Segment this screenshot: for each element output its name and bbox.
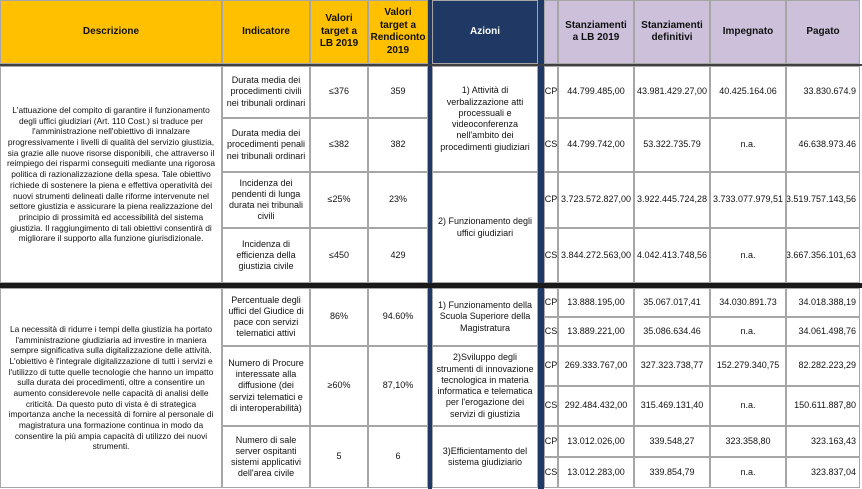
- amount: 3.723.572.827,00: [558, 172, 634, 228]
- indicator: Durata media dei procedimenti civili nei…: [222, 66, 310, 118]
- budget-type: CP: [544, 172, 558, 228]
- action: 2)Sviluppo degli strumenti di innovazion…: [432, 346, 538, 426]
- amount: 150.611.887,80: [786, 386, 860, 426]
- separator: [0, 64, 862, 66]
- target-rendiconto: 94.60%: [368, 288, 428, 346]
- separator: [428, 0, 432, 489]
- amount: 44.799.742,00: [558, 118, 634, 172]
- target-lb: ≥60%: [310, 346, 368, 426]
- amount: 323.358,80: [710, 426, 786, 457]
- target-rendiconto: 23%: [368, 172, 428, 228]
- action: 3)Efficientamento del sistema giudiziari…: [432, 426, 538, 488]
- amount: n.a.: [710, 118, 786, 172]
- amount: 3.733.077.979,51: [710, 172, 786, 228]
- indicator: Numero di Procure interessate alla diffu…: [222, 346, 310, 426]
- amount: 3.844.272.563,00: [558, 228, 634, 283]
- budget-type: CP: [544, 288, 558, 317]
- amount: 269.333.767,00: [558, 346, 634, 386]
- header-cell: Stanziamenti a LB 2019: [558, 0, 634, 64]
- action: 2) Funzionamento degli uffici giudiziari: [432, 172, 538, 283]
- amount: 3.922.445.724,28: [634, 172, 710, 228]
- amount: 292.484.432,00: [558, 386, 634, 426]
- target-lb: ≤382: [310, 118, 368, 172]
- amount: 327.323.738,77: [634, 346, 710, 386]
- amount: 152.279.340,75: [710, 346, 786, 386]
- budget-type: CS: [544, 457, 558, 488]
- target-rendiconto: 382: [368, 118, 428, 172]
- separator: [538, 0, 544, 489]
- indicator: Percentuale degli uffici del Giudice di …: [222, 288, 310, 346]
- target-rendiconto: 87,10%: [368, 346, 428, 426]
- header-cell: Pagato: [786, 0, 860, 64]
- amount: 13.012.026,00: [558, 426, 634, 457]
- budget-type: CS: [544, 228, 558, 283]
- amount: 3.519.757.143,56: [786, 172, 860, 228]
- target-lb: 5: [310, 426, 368, 488]
- indicator: Durata media dei procedimenti penali nei…: [222, 118, 310, 172]
- amount: 46.638.973.46: [786, 118, 860, 172]
- header-cell: Valori target a Rendiconto 2019: [368, 0, 428, 64]
- target-rendiconto: 429: [368, 228, 428, 283]
- header-cell: Azioni: [432, 0, 538, 64]
- amount: 53.322.735.79: [634, 118, 710, 172]
- target-lb: 86%: [310, 288, 368, 346]
- budget-type: CP: [544, 426, 558, 457]
- amount: 13.889.221,00: [558, 317, 634, 346]
- amount: 13.012.283,00: [558, 457, 634, 488]
- amount: 33.830.674.9: [786, 66, 860, 118]
- header-cell: Valori target a LB 2019: [310, 0, 368, 64]
- budget-type: CP: [544, 66, 558, 118]
- amount: 35.086.634.46: [634, 317, 710, 346]
- amount: 35.067.017,41: [634, 288, 710, 317]
- budget-type: CS: [544, 386, 558, 426]
- amount: n.a.: [710, 386, 786, 426]
- description: La necessità di ridurre i tempi della gi…: [0, 288, 222, 488]
- action: 1) Funzionamento della Scuola Superiore …: [432, 288, 538, 346]
- indicator: Numero di sale server ospitanti sistemi …: [222, 426, 310, 488]
- amount: 34.061.498,76: [786, 317, 860, 346]
- amount: 4.042.413.748,56: [634, 228, 710, 283]
- description: L'attuazione del compito di garantire il…: [0, 66, 222, 283]
- target-rendiconto: 6: [368, 426, 428, 488]
- budget-type: CS: [544, 317, 558, 346]
- header-cell: [544, 0, 558, 64]
- amount: n.a.: [710, 228, 786, 283]
- action: 1) Attività di verbalizzazione atti proc…: [432, 66, 538, 172]
- target-lb: ≤376: [310, 66, 368, 118]
- target-lb: ≤450: [310, 228, 368, 283]
- amount: 323.837,04: [786, 457, 860, 488]
- header-cell: Indicatore: [222, 0, 310, 64]
- target-lb: ≤25%: [310, 172, 368, 228]
- indicator: Incidenza dei pendenti di lunga durata n…: [222, 172, 310, 228]
- amount: 339.548,27: [634, 426, 710, 457]
- header-cell: Impegnato: [710, 0, 786, 64]
- target-rendiconto: 359: [368, 66, 428, 118]
- amount: 40.425.164.06: [710, 66, 786, 118]
- header-cell: Stanziamenti definitivi: [634, 0, 710, 64]
- amount: 339.854,79: [634, 457, 710, 488]
- amount: n.a.: [710, 457, 786, 488]
- amount: 323.163,43: [786, 426, 860, 457]
- amount: 3.667.356.101,63: [786, 228, 860, 283]
- amount: 34.030.891.73: [710, 288, 786, 317]
- amount: n.a.: [710, 317, 786, 346]
- amount: 44.799.485,00: [558, 66, 634, 118]
- separator: [0, 283, 862, 288]
- amount: 82.282.223,29: [786, 346, 860, 386]
- amount: 13.888.195,00: [558, 288, 634, 317]
- header-cell: Descrizione: [0, 0, 222, 64]
- amount: 43.981.429.27,00: [634, 66, 710, 118]
- indicator: Incidenza di efficienza della giustizia …: [222, 228, 310, 283]
- budget-type: CS: [544, 118, 558, 172]
- amount: 34.018.388,19: [786, 288, 860, 317]
- budget-type: CP: [544, 346, 558, 386]
- amount: 315.469.131,40: [634, 386, 710, 426]
